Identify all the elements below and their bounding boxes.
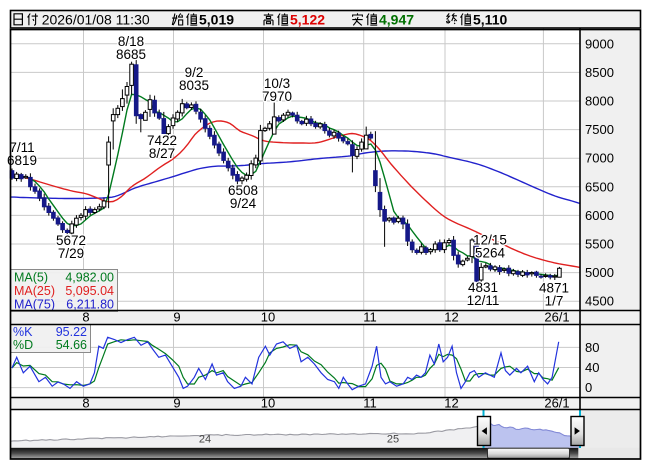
svg-text:5,019: 5,019 [199, 12, 234, 28]
svg-text:6,211.80: 6,211.80 [66, 298, 114, 312]
svg-text:11: 11 [363, 310, 377, 325]
svg-text:7000: 7000 [585, 151, 614, 166]
svg-text:4,982.00: 4,982.00 [65, 271, 114, 285]
svg-text:%D: %D [13, 338, 33, 352]
svg-text:7/11: 7/11 [9, 140, 34, 155]
svg-text:5,095.04: 5,095.04 [65, 284, 114, 298]
svg-text:0: 0 [585, 380, 592, 395]
svg-text:9000: 9000 [585, 36, 614, 51]
svg-text:1/7: 1/7 [545, 294, 564, 309]
svg-text:5672: 5672 [56, 233, 86, 248]
svg-text:10: 10 [261, 310, 275, 325]
svg-text:12/11: 12/11 [467, 293, 500, 308]
svg-text:40: 40 [585, 360, 599, 375]
svg-text:5264: 5264 [475, 246, 506, 261]
svg-text:MA(75): MA(75) [14, 298, 55, 312]
svg-text:8000: 8000 [585, 94, 614, 109]
svg-text:7970: 7970 [262, 89, 292, 104]
svg-text:9: 9 [173, 396, 180, 411]
svg-text:95.22: 95.22 [56, 325, 87, 339]
svg-text:4500: 4500 [585, 294, 614, 309]
svg-text:25: 25 [387, 434, 399, 446]
svg-text:7/29: 7/29 [58, 246, 84, 261]
svg-text:8500: 8500 [585, 65, 614, 80]
svg-text:6508: 6508 [228, 183, 258, 198]
svg-text:MA(5): MA(5) [14, 271, 48, 285]
svg-text:8035: 8035 [179, 78, 209, 93]
svg-text:4831: 4831 [468, 280, 498, 295]
svg-text:8/27: 8/27 [149, 146, 175, 161]
svg-text:8/18: 8/18 [118, 34, 144, 49]
svg-text:10/3: 10/3 [264, 76, 290, 91]
svg-text:4,947: 4,947 [379, 12, 414, 28]
svg-text:26/1: 26/1 [544, 396, 569, 411]
svg-text:8: 8 [82, 396, 89, 411]
svg-text:9/2: 9/2 [185, 65, 204, 80]
svg-text:8: 8 [82, 310, 89, 325]
svg-text:%K: %K [13, 325, 33, 339]
svg-text:12: 12 [444, 310, 458, 325]
svg-text:6819: 6819 [7, 153, 37, 168]
svg-text:2026/01/08 11:30: 2026/01/08 11:30 [42, 12, 150, 28]
svg-text:7422: 7422 [147, 133, 177, 148]
svg-text:24: 24 [199, 434, 211, 446]
svg-text:8685: 8685 [116, 47, 146, 62]
svg-text:12: 12 [444, 396, 458, 411]
svg-text:12/15: 12/15 [473, 233, 507, 248]
svg-text:MA(25): MA(25) [14, 284, 55, 298]
svg-text:80: 80 [585, 340, 599, 355]
svg-text:6000: 6000 [585, 208, 614, 223]
svg-text:54.66: 54.66 [56, 338, 87, 352]
svg-text:4871: 4871 [539, 281, 569, 296]
svg-text:10: 10 [261, 396, 275, 411]
svg-text:11: 11 [363, 396, 377, 411]
svg-text:7500: 7500 [585, 122, 614, 137]
svg-text:6500: 6500 [585, 179, 614, 194]
svg-text:9: 9 [173, 310, 180, 325]
svg-text:26/1: 26/1 [544, 310, 569, 325]
svg-text:5500: 5500 [585, 237, 614, 252]
svg-text:5,110: 5,110 [473, 12, 507, 28]
svg-text:5000: 5000 [585, 265, 614, 280]
svg-text:9/24: 9/24 [230, 196, 257, 211]
svg-text:5,122: 5,122 [290, 12, 325, 28]
